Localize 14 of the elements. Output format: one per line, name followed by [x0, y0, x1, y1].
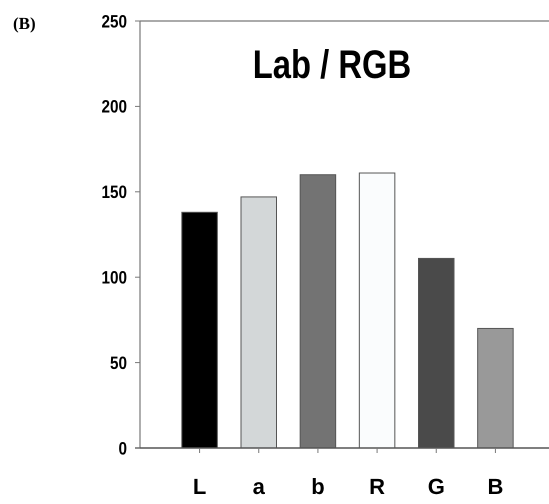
x-tick-label: G [428, 474, 445, 499]
text: (B) [13, 14, 36, 33]
y-tick-label: 50 [110, 352, 127, 374]
y-tick-label: 150 [102, 182, 127, 202]
x-tick-label: L [192, 474, 206, 499]
x-tick-label: b [311, 474, 325, 499]
text: Lab / RGB [252, 42, 412, 87]
y-tick-label: 200 [102, 96, 127, 118]
y-tick-label: 250 [102, 11, 127, 32]
y-tick-label: 0 [118, 438, 127, 459]
x-tick-label: B [487, 474, 504, 499]
x-tick-label: a [252, 474, 266, 499]
y-tick-label: 100 [102, 267, 127, 288]
x-tick-label: R [369, 474, 386, 499]
